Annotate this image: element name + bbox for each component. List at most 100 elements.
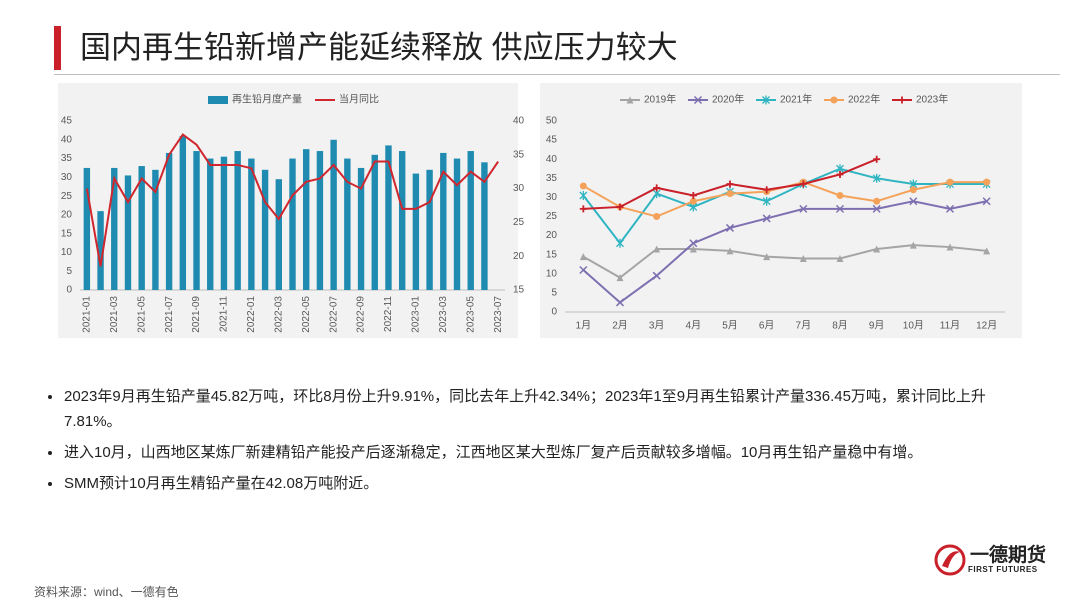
point-marker xyxy=(653,213,661,220)
point-marker xyxy=(872,173,881,183)
bar xyxy=(179,136,187,290)
x-tick-label: 4月 xyxy=(686,320,702,332)
point-marker xyxy=(909,197,918,206)
y-tick-label: 5 xyxy=(551,288,557,299)
point-marker xyxy=(689,191,697,199)
logo-english: FIRST FUTURES xyxy=(968,565,1038,574)
bar xyxy=(481,162,488,290)
x-tick-label: 7月 xyxy=(796,320,812,332)
bar xyxy=(165,152,173,290)
y-tick-label: 30 xyxy=(61,172,73,183)
logo-icon xyxy=(934,544,966,576)
bar xyxy=(152,169,159,290)
bullet-list: 2023年9月再生铅产量45.82万吨，环比8月份上升9.91%，同比去年上升4… xyxy=(46,384,996,502)
point-marker xyxy=(873,245,881,253)
x-tick-label: 8月 xyxy=(832,320,848,332)
y2-tick-label: 20 xyxy=(513,251,525,262)
bar xyxy=(275,179,282,290)
chart-panel xyxy=(540,83,1022,338)
point-marker xyxy=(579,253,587,261)
x-tick-label: 2022-07 xyxy=(328,296,339,333)
point-marker xyxy=(762,196,771,206)
bar xyxy=(83,167,91,290)
legend-marker xyxy=(693,95,703,105)
point-marker xyxy=(799,180,807,188)
x-tick-label: 5月 xyxy=(722,320,738,332)
x-tick-label: 2022-01 xyxy=(246,296,257,333)
x-tick-label: 2021-09 xyxy=(191,296,202,333)
point-marker xyxy=(945,204,955,213)
legend-marker xyxy=(762,95,770,105)
bar xyxy=(111,167,118,290)
y-tick-label: 45 xyxy=(61,116,73,127)
x-tick-label: 10月 xyxy=(903,320,924,332)
legend-marker xyxy=(830,96,838,104)
point-marker xyxy=(763,253,771,261)
y-tick-label: 25 xyxy=(546,211,558,222)
point-marker xyxy=(983,178,991,186)
y-tick-label: 10 xyxy=(61,247,73,258)
series-line xyxy=(85,133,499,267)
bar xyxy=(289,158,296,290)
y-tick-label: 35 xyxy=(546,173,558,184)
point-marker xyxy=(982,197,991,206)
bar xyxy=(248,158,255,290)
bar xyxy=(193,151,200,290)
x-tick-label: 11月 xyxy=(940,320,960,332)
bar xyxy=(316,151,324,290)
x-tick-label: 2021-03 xyxy=(109,296,120,333)
bullet: SMM预计10月再生精铅产量在42.08万吨附近。 xyxy=(46,471,996,496)
y2-tick-label: 40 xyxy=(513,116,525,127)
x-tick-label: 2月 xyxy=(612,320,628,332)
x-tick-label: 2023-05 xyxy=(465,296,476,333)
legend-label: 再生铅月度产量 xyxy=(232,93,302,106)
y-tick-label: 30 xyxy=(546,192,558,203)
point-marker xyxy=(616,274,624,282)
bar xyxy=(303,149,310,290)
y-tick-label: 40 xyxy=(61,134,73,145)
bar xyxy=(426,169,433,290)
bar xyxy=(371,154,378,290)
x-tick-label: 1月 xyxy=(576,320,592,332)
point-marker xyxy=(799,204,808,213)
series-line xyxy=(582,167,987,245)
x-tick-label: 2023-03 xyxy=(438,296,449,333)
point-marker xyxy=(726,190,734,198)
point-marker xyxy=(653,184,661,192)
y-tick-label: 5 xyxy=(66,266,72,277)
point-marker xyxy=(616,203,624,211)
x-tick-label: 3月 xyxy=(649,320,665,332)
legend-swatch xyxy=(208,96,228,104)
point-marker xyxy=(653,245,661,253)
y2-tick-label: 15 xyxy=(513,285,525,296)
legend-label: 2019年 xyxy=(644,93,676,106)
y2-tick-label: 25 xyxy=(513,217,525,228)
bar xyxy=(220,156,228,290)
y-tick-label: 15 xyxy=(61,228,73,239)
x-tick-label: 2022-05 xyxy=(301,296,312,333)
y-tick-label: 40 xyxy=(546,154,558,165)
legend-label: 2021年 xyxy=(780,93,812,106)
point-marker xyxy=(762,214,771,223)
slide-title: 国内再生铅新增产能延续释放 供应压力较大 xyxy=(80,30,678,65)
source-note: 资料来源：wind、一德有色 xyxy=(34,585,179,599)
point-marker xyxy=(873,155,881,163)
x-tick-label: 2023-07 xyxy=(493,296,504,333)
point-marker xyxy=(579,205,587,213)
bar xyxy=(207,158,214,290)
x-tick-label: 2021-05 xyxy=(136,296,147,333)
point-marker xyxy=(579,190,588,200)
bar xyxy=(330,139,337,290)
x-tick-label: 2022-03 xyxy=(273,296,284,333)
point-marker xyxy=(836,191,844,199)
y-tick-label: 15 xyxy=(546,249,558,260)
point-marker xyxy=(983,247,991,255)
point-marker xyxy=(689,239,698,248)
logo-name: 一德期货 xyxy=(970,545,1047,566)
point-marker xyxy=(909,241,917,249)
y-tick-label: 45 xyxy=(546,135,558,146)
bar xyxy=(261,169,269,290)
point-marker xyxy=(763,186,771,194)
point-marker xyxy=(579,182,587,190)
